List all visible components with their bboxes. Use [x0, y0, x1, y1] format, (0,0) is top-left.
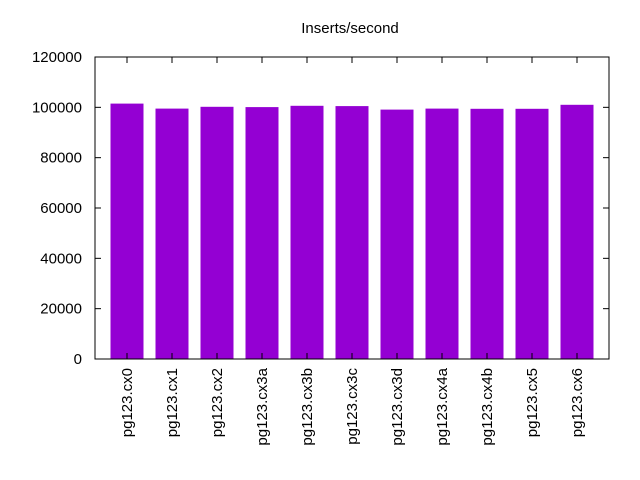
bar-pg123.cx3d: [380, 109, 414, 359]
y-tick-label: 0: [74, 351, 82, 368]
y-axis-ticks: 0 20000 40000 60000 80000 100000 120000: [32, 49, 609, 368]
bar-pg123.cx6: [560, 104, 594, 359]
x-tick-label: pg123.cx4b: [479, 368, 496, 446]
y-tick-label: 120000: [32, 49, 82, 66]
plot-frame: [94, 56, 610, 360]
bar-pg123.cx3a: [245, 107, 279, 359]
y-tick-label: 100000: [32, 99, 82, 116]
bar-pg123.cx1: [155, 108, 189, 359]
y-tick-label: 40000: [40, 250, 82, 267]
bar-pg123.cx3c: [335, 106, 369, 359]
x-tick-label: pg123.cx2: [209, 368, 226, 437]
x-axis-ticks: pg123.cx0 pg123.cx1 pg123.cx2 pg123.cx3a pg1…: [119, 57, 586, 446]
bar-pg123.cx5: [515, 108, 549, 359]
bar-pg123.cx4b: [470, 108, 504, 359]
x-tick-label: pg123.cx3b: [299, 368, 316, 446]
x-tick-label: pg123.cx6: [569, 368, 586, 437]
bars-layer: [110, 103, 594, 359]
y-tick-label: 60000: [40, 200, 82, 217]
x-tick-label: pg123.cx3d: [389, 368, 406, 446]
y-tick-label: 20000: [40, 301, 82, 318]
y-tick-label: 80000: [40, 150, 82, 167]
x-tick-label: pg123.cx3c: [344, 368, 361, 445]
bar-pg123.cx3b: [290, 105, 324, 359]
x-tick-label: pg123.cx5: [524, 368, 541, 437]
bar-pg123.cx4a: [425, 108, 459, 359]
x-tick-label: pg123.cx3a: [254, 367, 271, 445]
x-tick-label: pg123.cx1: [164, 368, 181, 437]
bar-pg123.cx2: [200, 106, 234, 359]
chart-title: Inserts/second: [301, 20, 399, 37]
x-tick-label: pg123.cx0: [119, 368, 136, 437]
bar-pg123.cx0: [110, 103, 144, 359]
x-tick-label: pg123.cx4a: [434, 367, 451, 445]
